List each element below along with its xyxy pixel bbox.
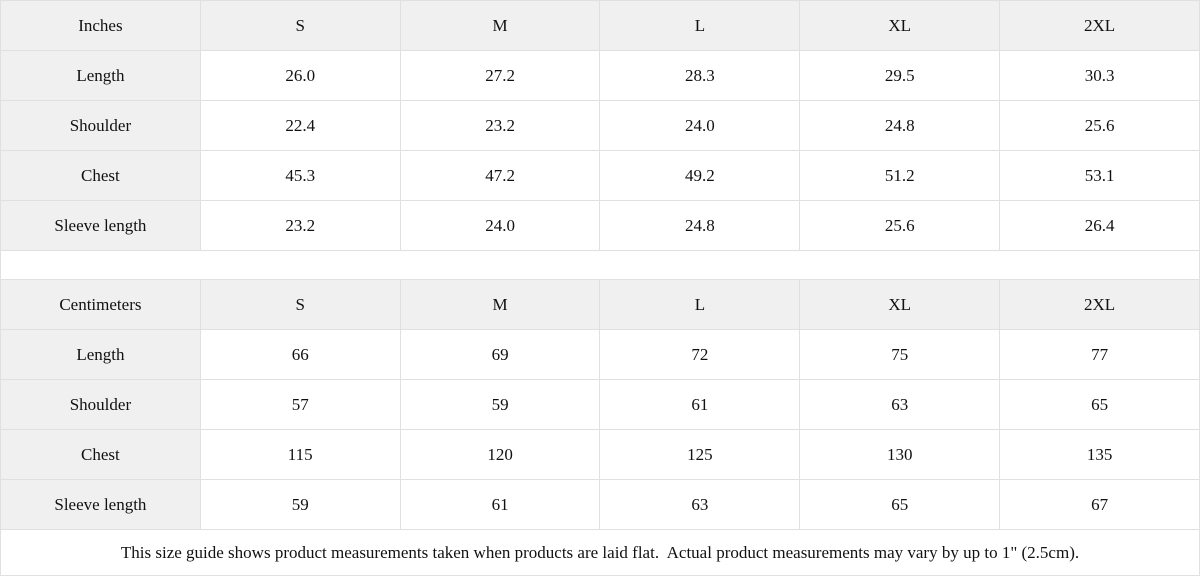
inches-row-length: Length 26.0 27.2 28.3 29.5 30.3 xyxy=(0,50,1200,101)
value-cell: 47.2 xyxy=(399,150,601,201)
value-cell: 29.5 xyxy=(799,50,1001,101)
value-cell: 30.3 xyxy=(999,50,1200,101)
centimeters-row-chest: Chest 115 120 125 130 135 xyxy=(0,429,1200,480)
value-cell: 59 xyxy=(399,379,601,430)
centimeters-size-header-2xl: 2XL xyxy=(999,279,1200,330)
value-cell: 24.0 xyxy=(399,200,601,251)
centimeters-size-header-xl: XL xyxy=(799,279,1001,330)
row-label: Chest xyxy=(0,429,201,480)
value-cell: 25.6 xyxy=(999,100,1200,151)
inches-size-header-xl: XL xyxy=(799,0,1001,51)
value-cell: 23.2 xyxy=(199,200,401,251)
value-cell: 67 xyxy=(999,479,1200,530)
centimeters-header-row: Centimeters S M L XL 2XL xyxy=(0,279,1200,330)
value-cell: 25.6 xyxy=(799,200,1001,251)
centimeters-row-length: Length 66 69 72 75 77 xyxy=(0,329,1200,380)
inches-row-shoulder: Shoulder 22.4 23.2 24.0 24.8 25.6 xyxy=(0,100,1200,151)
value-cell: 66 xyxy=(199,329,401,380)
row-label: Sleeve length xyxy=(0,200,201,251)
row-label: Shoulder xyxy=(0,100,201,151)
value-cell: 28.3 xyxy=(599,50,801,101)
value-cell: 23.2 xyxy=(399,100,601,151)
inches-size-header-m: M xyxy=(399,0,601,51)
note-row: This size guide shows product measuremen… xyxy=(0,529,1200,576)
value-cell: 24.8 xyxy=(799,100,1001,151)
inches-row-chest: Chest 45.3 47.2 49.2 51.2 53.1 xyxy=(0,150,1200,201)
value-cell: 75 xyxy=(799,329,1001,380)
value-cell: 26.4 xyxy=(999,200,1200,251)
centimeters-row-shoulder: Shoulder 57 59 61 63 65 xyxy=(0,379,1200,430)
spacer-cell xyxy=(0,250,1200,280)
value-cell: 63 xyxy=(799,379,1001,430)
value-cell: 51.2 xyxy=(799,150,1001,201)
value-cell: 57 xyxy=(199,379,401,430)
value-cell: 120 xyxy=(399,429,601,480)
centimeters-size-header-l: L xyxy=(599,279,801,330)
value-cell: 61 xyxy=(399,479,601,530)
row-label: Length xyxy=(0,329,201,380)
centimeters-size-header-m: M xyxy=(399,279,601,330)
inches-unit-header: Inches xyxy=(0,0,201,51)
inches-header-row: Inches S M L XL 2XL xyxy=(0,0,1200,51)
row-label: Sleeve length xyxy=(0,479,201,530)
value-cell: 65 xyxy=(999,379,1200,430)
value-cell: 49.2 xyxy=(599,150,801,201)
row-label: Chest xyxy=(0,150,201,201)
value-cell: 115 xyxy=(199,429,401,480)
size-guide-note: This size guide shows product measuremen… xyxy=(0,529,1200,576)
value-cell: 26.0 xyxy=(199,50,401,101)
value-cell: 130 xyxy=(799,429,1001,480)
value-cell: 135 xyxy=(999,429,1200,480)
spacer-row xyxy=(0,250,1200,280)
value-cell: 63 xyxy=(599,479,801,530)
centimeters-unit-header: Centimeters xyxy=(0,279,201,330)
value-cell: 65 xyxy=(799,479,1001,530)
value-cell: 72 xyxy=(599,329,801,380)
value-cell: 53.1 xyxy=(999,150,1200,201)
value-cell: 77 xyxy=(999,329,1200,380)
value-cell: 69 xyxy=(399,329,601,380)
value-cell: 22.4 xyxy=(199,100,401,151)
centimeters-row-sleeve-length: Sleeve length 59 61 63 65 67 xyxy=(0,479,1200,530)
row-label: Shoulder xyxy=(0,379,201,430)
inches-size-header-s: S xyxy=(199,0,401,51)
row-label: Length xyxy=(0,50,201,101)
value-cell: 59 xyxy=(199,479,401,530)
centimeters-size-header-s: S xyxy=(199,279,401,330)
value-cell: 27.2 xyxy=(399,50,601,101)
value-cell: 61 xyxy=(599,379,801,430)
inches-size-header-l: L xyxy=(599,0,801,51)
value-cell: 24.8 xyxy=(599,200,801,251)
inches-size-header-2xl: 2XL xyxy=(999,0,1200,51)
value-cell: 24.0 xyxy=(599,100,801,151)
value-cell: 45.3 xyxy=(199,150,401,201)
inches-row-sleeve-length: Sleeve length 23.2 24.0 24.8 25.6 26.4 xyxy=(0,200,1200,251)
value-cell: 125 xyxy=(599,429,801,480)
